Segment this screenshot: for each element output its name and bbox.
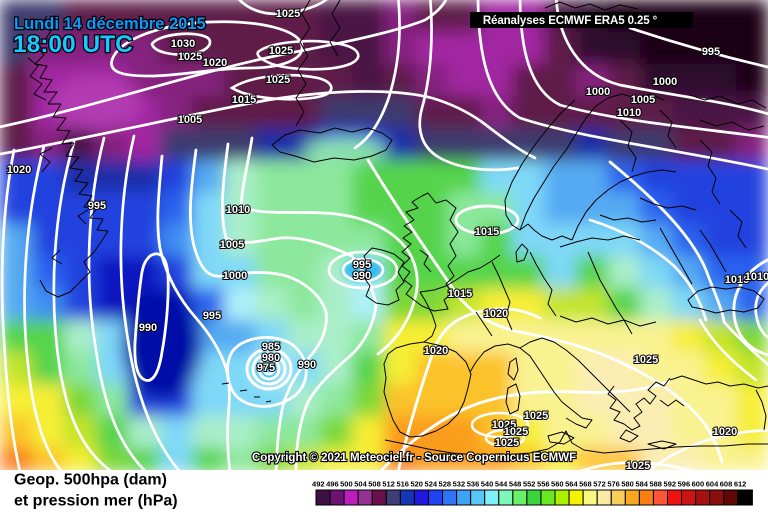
svg-text:995: 995: [702, 46, 720, 58]
svg-text:540: 540: [481, 480, 494, 489]
svg-text:1020: 1020: [203, 57, 227, 69]
svg-text:990: 990: [353, 270, 371, 282]
svg-text:548: 548: [509, 480, 522, 489]
svg-text:512: 512: [382, 480, 395, 489]
svg-text:1025: 1025: [504, 426, 528, 438]
svg-text:1025: 1025: [178, 51, 202, 63]
svg-text:1025: 1025: [495, 437, 519, 449]
svg-text:556: 556: [537, 480, 550, 489]
svg-text:990: 990: [139, 322, 157, 334]
svg-text:1025: 1025: [492, 419, 516, 431]
svg-text:1025: 1025: [634, 354, 658, 366]
svg-text:1020: 1020: [424, 345, 448, 357]
svg-text:1000: 1000: [223, 270, 247, 282]
svg-text:580: 580: [621, 480, 634, 489]
svg-text:612: 612: [734, 480, 747, 489]
svg-text:1020: 1020: [484, 308, 508, 320]
svg-text:592: 592: [664, 480, 677, 489]
svg-text:1020: 1020: [7, 164, 31, 176]
svg-text:1025: 1025: [524, 410, 548, 422]
svg-text:1025: 1025: [276, 8, 300, 20]
svg-text:1000: 1000: [586, 86, 610, 98]
svg-text:et pression mer (hPa): et pression mer (hPa): [14, 493, 178, 510]
svg-text:1015: 1015: [475, 226, 499, 238]
svg-text:568: 568: [579, 480, 592, 489]
svg-text:1020: 1020: [713, 426, 737, 438]
svg-text:1015: 1015: [448, 288, 472, 300]
svg-text:980: 980: [262, 352, 280, 364]
svg-text:995: 995: [88, 200, 106, 212]
svg-text:1005: 1005: [178, 114, 202, 126]
svg-text:608: 608: [720, 480, 733, 489]
svg-text:492: 492: [312, 480, 325, 489]
svg-text:1025: 1025: [626, 460, 650, 472]
svg-text:520: 520: [410, 480, 423, 489]
svg-text:1010: 1010: [617, 107, 641, 119]
svg-text:532: 532: [453, 480, 466, 489]
svg-text:536: 536: [467, 480, 480, 489]
svg-text:496: 496: [326, 480, 339, 489]
svg-text:528: 528: [439, 480, 452, 489]
svg-text:552: 552: [523, 480, 536, 489]
svg-text:1005: 1005: [220, 239, 244, 251]
svg-text:544: 544: [495, 480, 508, 489]
svg-text:Copyright © 2021 Meteociel.fr: Copyright © 2021 Meteociel.fr - Source C…: [252, 452, 576, 464]
svg-text:18:00 UTC: 18:00 UTC: [13, 31, 133, 58]
svg-text:584: 584: [635, 480, 648, 489]
svg-text:995: 995: [203, 310, 221, 322]
svg-text:560: 560: [551, 480, 564, 489]
svg-text:1010: 1010: [226, 204, 250, 216]
svg-text:1000: 1000: [653, 76, 677, 88]
svg-text:1025: 1025: [269, 45, 293, 57]
svg-text:1010: 1010: [745, 271, 768, 283]
svg-text:975: 975: [257, 362, 275, 374]
svg-text:572: 572: [593, 480, 606, 489]
svg-text:1025: 1025: [266, 74, 290, 86]
svg-text:516: 516: [396, 480, 409, 489]
svg-text:504: 504: [354, 480, 367, 489]
svg-text:500: 500: [340, 480, 353, 489]
svg-text:995: 995: [353, 259, 371, 271]
svg-text:1030: 1030: [171, 38, 195, 50]
svg-text:576: 576: [607, 480, 620, 489]
svg-text:Lundi 14 décembre 2015: Lundi 14 décembre 2015: [14, 15, 206, 33]
svg-text:1015: 1015: [725, 274, 749, 286]
svg-text:588: 588: [649, 480, 662, 489]
svg-text:600: 600: [692, 480, 705, 489]
svg-text:Réanalyses ECMWF ERA5 0.25 °: Réanalyses ECMWF ERA5 0.25 °: [483, 15, 658, 27]
svg-text:1005: 1005: [631, 94, 655, 106]
svg-text:1015: 1015: [232, 94, 256, 106]
svg-text:990: 990: [298, 359, 316, 371]
svg-text:564: 564: [565, 480, 578, 489]
svg-text:596: 596: [678, 480, 691, 489]
svg-text:604: 604: [706, 480, 719, 489]
svg-text:524: 524: [425, 480, 438, 489]
svg-text:985: 985: [262, 341, 280, 353]
svg-text:Geop. 500hpa (dam): Geop. 500hpa (dam): [14, 472, 167, 489]
svg-text:508: 508: [368, 480, 381, 489]
